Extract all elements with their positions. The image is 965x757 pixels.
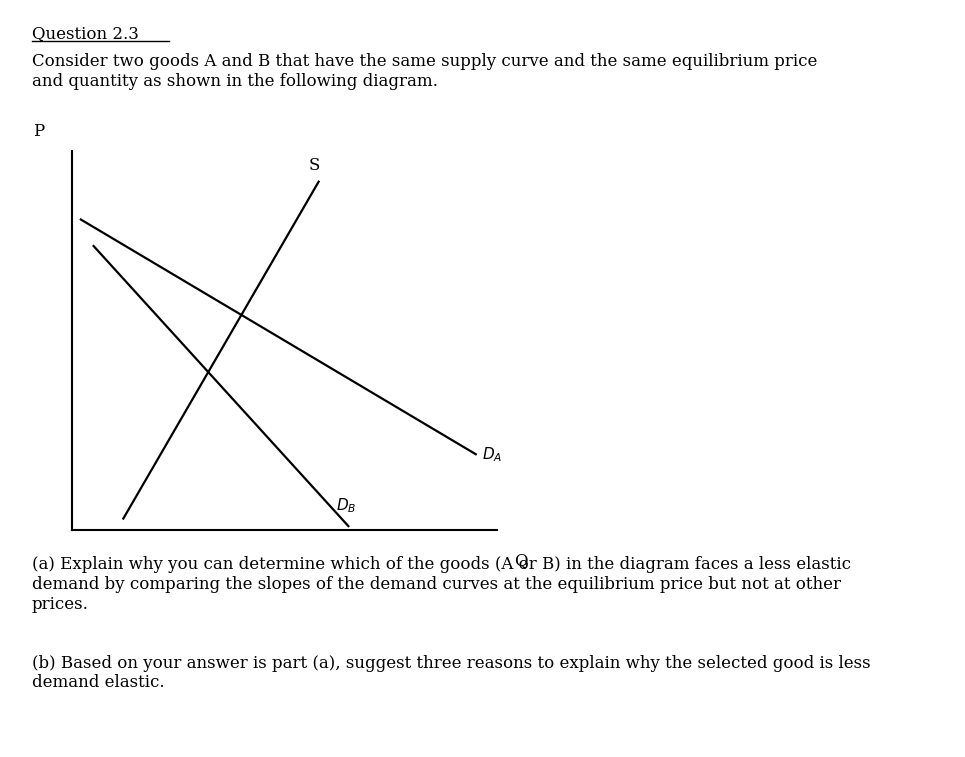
Text: Consider two goods A and B that have the same supply curve and the same equilibr: Consider two goods A and B that have the…	[32, 53, 817, 89]
Text: $D_B$: $D_B$	[336, 496, 356, 515]
Text: (a) Explain why you can determine which of the goods (A or B) in the diagram fac: (a) Explain why you can determine which …	[32, 556, 851, 612]
Text: Question 2.3: Question 2.3	[32, 25, 139, 42]
Text: P: P	[33, 123, 44, 140]
Text: Q: Q	[514, 553, 528, 569]
Text: $D_A$: $D_A$	[482, 445, 503, 463]
Text: S: S	[309, 157, 320, 174]
Text: (b) Based on your answer is part (a), suggest three reasons to explain why the s: (b) Based on your answer is part (a), su…	[32, 655, 870, 691]
